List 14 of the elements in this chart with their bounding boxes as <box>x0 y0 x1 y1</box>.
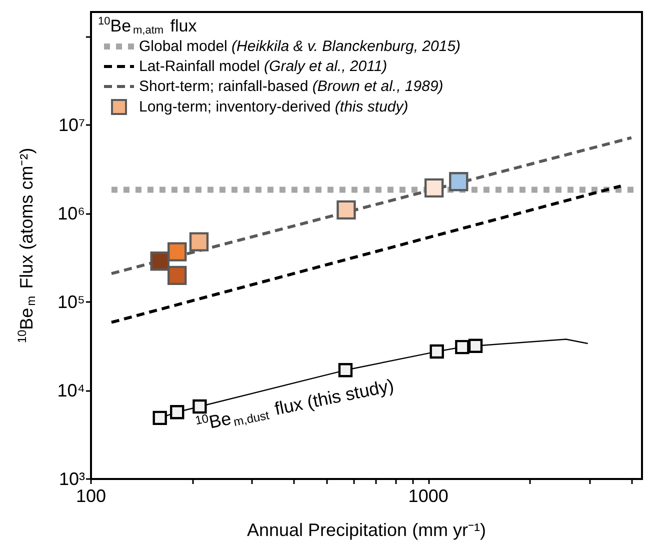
y-tick-label: 10⁶ <box>58 204 85 224</box>
x-tick-label: 1000 <box>408 486 448 506</box>
y-axis-title: 10Bem Flux (atoms cm⁻²) <box>15 148 38 344</box>
x-tick-label: 100 <box>76 486 106 506</box>
x-axis-title: Annual Precipitation (mm yr⁻¹) <box>246 520 486 540</box>
y-tick-label: 10⁷ <box>58 115 85 136</box>
legend-label: Lat-Rainfall model (Graly et al., 2011) <box>139 58 388 75</box>
annotation: 10Bem,dust flux (this study) <box>194 375 396 432</box>
legend-label: Long-term; inventory-derived (this study) <box>139 98 408 116</box>
legend-label: Short-term; rainfall-based (Brown et al., 1989) <box>139 78 444 95</box>
y-tick-label: 10³ <box>58 469 86 489</box>
legend-label: Global model (Heikkila & v. Blanckenburg, 2015) <box>139 38 461 55</box>
y-tick-label: 10⁴ <box>57 380 85 401</box>
y-tick-label: 10⁵ <box>58 292 85 312</box>
